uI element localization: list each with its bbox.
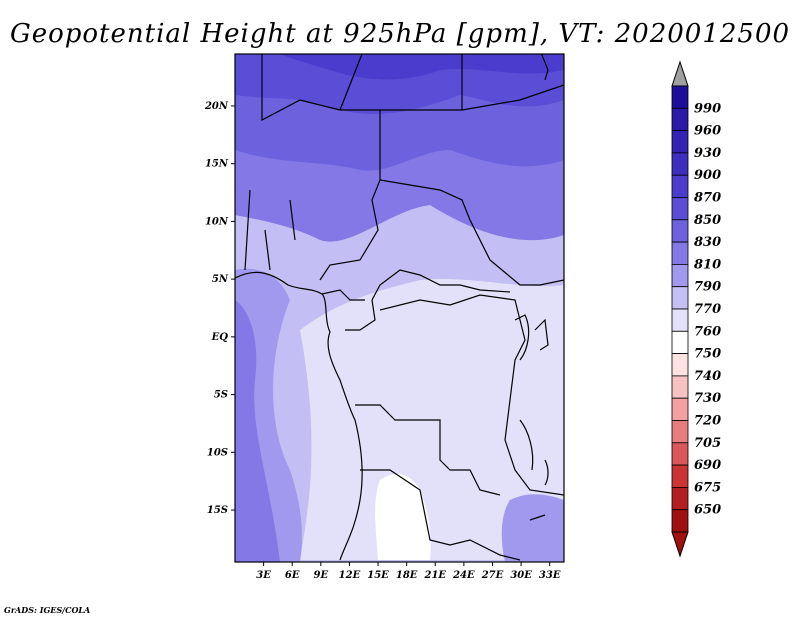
field-band-southeast bbox=[501, 494, 564, 562]
colorbar-label: 900 bbox=[694, 168, 721, 183]
height-field bbox=[235, 54, 564, 562]
colorbar-swatch bbox=[671, 442, 689, 466]
field-band-770 bbox=[375, 474, 431, 560]
colorbar-label: 770 bbox=[694, 302, 721, 317]
colorbar-label: 750 bbox=[694, 347, 721, 362]
colorbar-top-arrow bbox=[671, 60, 689, 87]
colorbar-label: 730 bbox=[694, 391, 721, 406]
lon-tick-label: 33E bbox=[539, 570, 561, 581]
colorbar-swatch bbox=[671, 420, 689, 444]
colorbar-label: 720 bbox=[694, 414, 721, 429]
map-frame bbox=[234, 53, 565, 563]
lon-tick-label: 6E bbox=[285, 570, 300, 581]
credit-text: GrADS: IGES/COLA bbox=[4, 605, 90, 615]
colorbar-swatch bbox=[671, 107, 689, 132]
colorbar-swatch bbox=[671, 330, 689, 354]
map-panel: 20N 15N 10N 5N EQ 5S 10S 15S 3E 6E 9E 12E 15E 18E 21E 2… bbox=[204, 53, 565, 581]
lon-tick-label: 3E bbox=[256, 570, 271, 581]
colorbar-label: 830 bbox=[694, 235, 721, 250]
colorbar-label: 675 bbox=[694, 480, 721, 495]
lat-tick-label: 5S bbox=[214, 390, 228, 401]
colorbar-label: 930 bbox=[694, 146, 721, 161]
lon-tick-label: 15E bbox=[367, 570, 389, 581]
colorbar-label: 960 bbox=[694, 124, 721, 139]
colorbar-swatch bbox=[671, 509, 689, 533]
colorbar-swatch bbox=[671, 197, 689, 221]
colorbar-swatch bbox=[671, 486, 689, 511]
colorbar-swatch bbox=[671, 375, 689, 399]
colorbar-label: 990 bbox=[694, 101, 721, 116]
colorbar-swatch bbox=[671, 353, 689, 377]
coastlines-borders bbox=[235, 54, 564, 561]
field-band-870 bbox=[280, 54, 564, 80]
colorbar-label: 790 bbox=[694, 280, 721, 295]
lat-tick-label: 5N bbox=[212, 274, 229, 285]
colorbar-swatch bbox=[671, 241, 689, 265]
colorbar-swatch bbox=[671, 152, 689, 176]
colorbar-label: 740 bbox=[694, 369, 721, 384]
lon-tick-label: 24E bbox=[452, 570, 475, 581]
lon-tick-label: 12E bbox=[339, 570, 361, 581]
colorbar-swatch bbox=[671, 397, 689, 421]
colorbar-bottom-arrow bbox=[671, 531, 689, 558]
field-band-ocean-deep bbox=[235, 300, 280, 562]
colorbar-swatch bbox=[671, 308, 689, 332]
lat-tick-label: 10N bbox=[205, 216, 229, 227]
colorbar-label: 690 bbox=[694, 458, 721, 473]
colorbar-label: 870 bbox=[694, 191, 721, 206]
colorbar-swatch bbox=[671, 130, 689, 154]
colorbar-label: 650 bbox=[694, 503, 721, 518]
lon-tick-label: 9E bbox=[314, 570, 329, 581]
colorbar-label: 705 bbox=[694, 436, 721, 451]
lat-tick-label: 10S bbox=[207, 447, 228, 458]
lon-tick-label: 21E bbox=[423, 570, 446, 581]
colorbar-label: 760 bbox=[694, 324, 721, 339]
colorbar-swatch bbox=[671, 263, 689, 288]
lat-tick-label: 20N bbox=[204, 101, 229, 112]
colorbar-swatch bbox=[671, 219, 689, 243]
lat-tick-label: 15N bbox=[205, 159, 229, 170]
lon-tick-label: 18E bbox=[396, 570, 418, 581]
lon-tick-label: 30E bbox=[510, 570, 532, 581]
map-axes: 20N 15N 10N 5N EQ 5S 10S 15S 3E 6E 9E 12E 15E 18E 21E 2… bbox=[204, 101, 561, 581]
colorbar-swatch bbox=[671, 464, 689, 488]
lon-tick-label: 27E bbox=[481, 570, 504, 581]
lat-tick-label: 15S bbox=[207, 505, 228, 516]
figure-title: Geopotential Height at 925hPa [gpm], VT:… bbox=[10, 19, 790, 49]
colorbar-swatch bbox=[671, 174, 689, 198]
colorbar: 990 960 930 900 870 850 830 810 790 770 760 750 740 7… bbox=[671, 60, 721, 558]
colorbar-swatch bbox=[671, 286, 689, 310]
colorbar-label: 850 bbox=[694, 213, 721, 228]
colorbar-label: 810 bbox=[694, 257, 721, 272]
colorbar-swatch bbox=[671, 85, 689, 109]
lat-tick-label: EQ bbox=[211, 332, 229, 343]
